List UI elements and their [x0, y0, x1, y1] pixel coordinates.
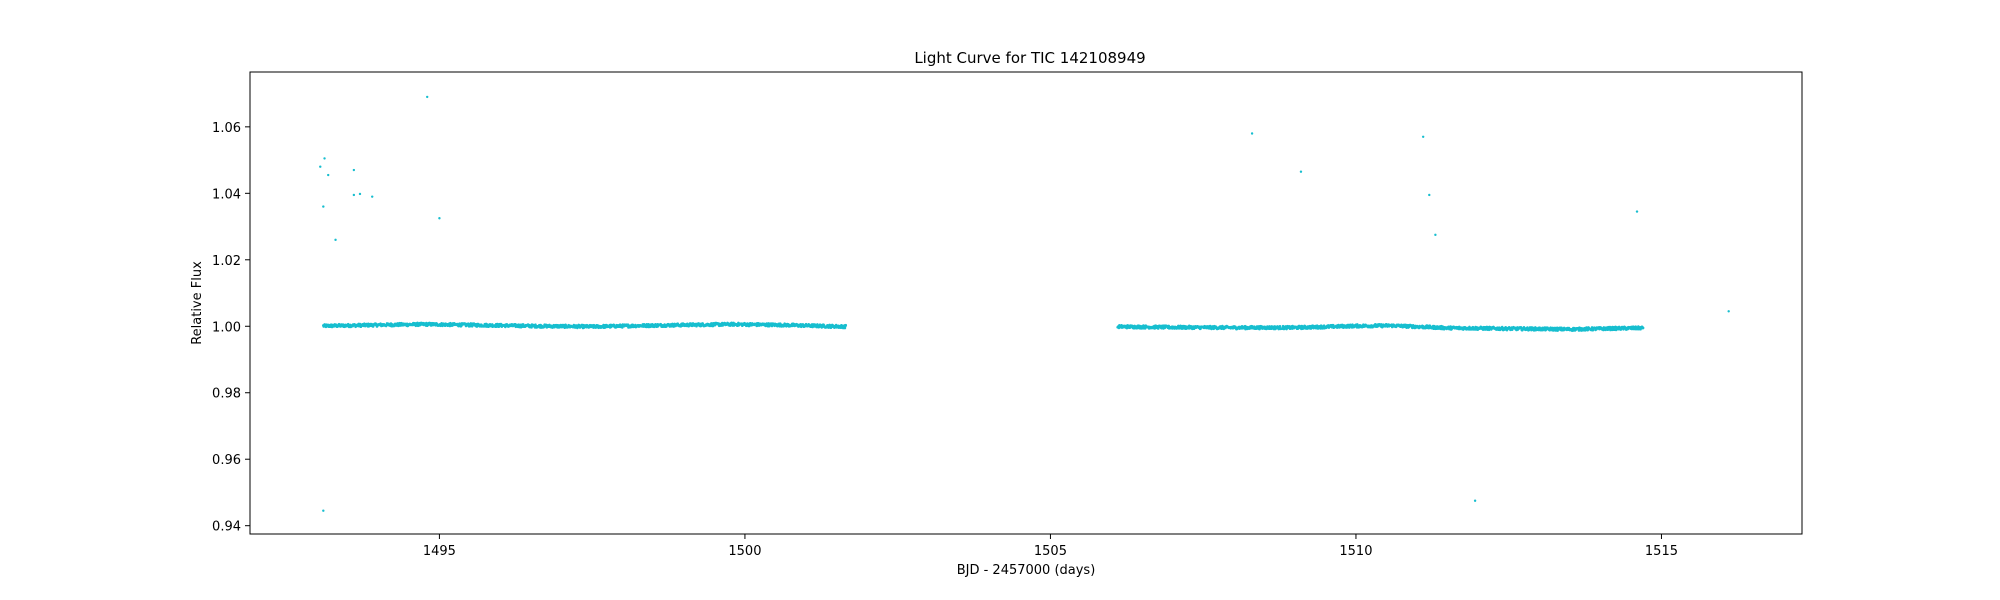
x-axis: 1495 1500 1505 1510 1515: [423, 534, 1678, 559]
y-axis-label: Relative Flux: [190, 261, 205, 345]
outlier-point: [1434, 233, 1437, 237]
x-tick-label: 1505: [1034, 544, 1067, 559]
outlier-point: [322, 205, 325, 208]
outlier-point: [1250, 132, 1254, 135]
outlier-point: [371, 195, 374, 198]
y-tick-label: 1.04: [212, 187, 241, 202]
outlier-point: [1473, 499, 1477, 502]
outlier-point: [438, 217, 441, 220]
outlier-point: [319, 165, 322, 168]
x-tick-label: 1515: [1645, 544, 1678, 559]
outlier-point: [426, 95, 429, 99]
outlier-point: [1635, 210, 1639, 213]
outlier-point: [1421, 135, 1425, 139]
x-tick-label: 1495: [423, 544, 456, 559]
x-axis-label: BJD - 2457000 (days): [957, 563, 1096, 578]
plot-points: [319, 95, 1730, 512]
outlier-point: [327, 173, 330, 177]
outlier-point: [323, 157, 326, 160]
flux-point: [1143, 327, 1147, 330]
flux-point: [1641, 326, 1645, 330]
x-tick-label: 1510: [1339, 544, 1372, 559]
flux-point: [1487, 328, 1491, 332]
flux-point: [1296, 327, 1300, 330]
x-tick-label: 1500: [728, 544, 761, 559]
y-tick-label: 1.02: [212, 254, 241, 269]
y-tick-label: 0.96: [212, 453, 241, 468]
y-tick-label: 1.00: [212, 320, 241, 335]
y-tick-label: 0.94: [212, 520, 241, 535]
outlier-point: [1727, 310, 1730, 313]
y-axis: 0.94 0.96 0.98 1.00 1.02 1.04 1.06: [212, 121, 250, 535]
chart-title: Light Curve for TIC 142108949: [914, 49, 1145, 67]
outlier-point: [1299, 170, 1303, 173]
flux-point: [844, 323, 848, 327]
outlier-point: [334, 238, 337, 242]
flux-point: [663, 323, 666, 326]
outlier-point: [352, 193, 356, 197]
outlier-point: [1428, 193, 1431, 197]
plot-frame: [249, 71, 1803, 535]
outlier-point: [358, 192, 362, 196]
outlier-point: [322, 509, 325, 512]
outlier-point: [352, 168, 356, 172]
y-tick-label: 0.98: [212, 387, 241, 402]
y-tick-label: 1.06: [212, 121, 241, 136]
flux-point: [1468, 325, 1471, 329]
flux-point: [1278, 324, 1282, 328]
